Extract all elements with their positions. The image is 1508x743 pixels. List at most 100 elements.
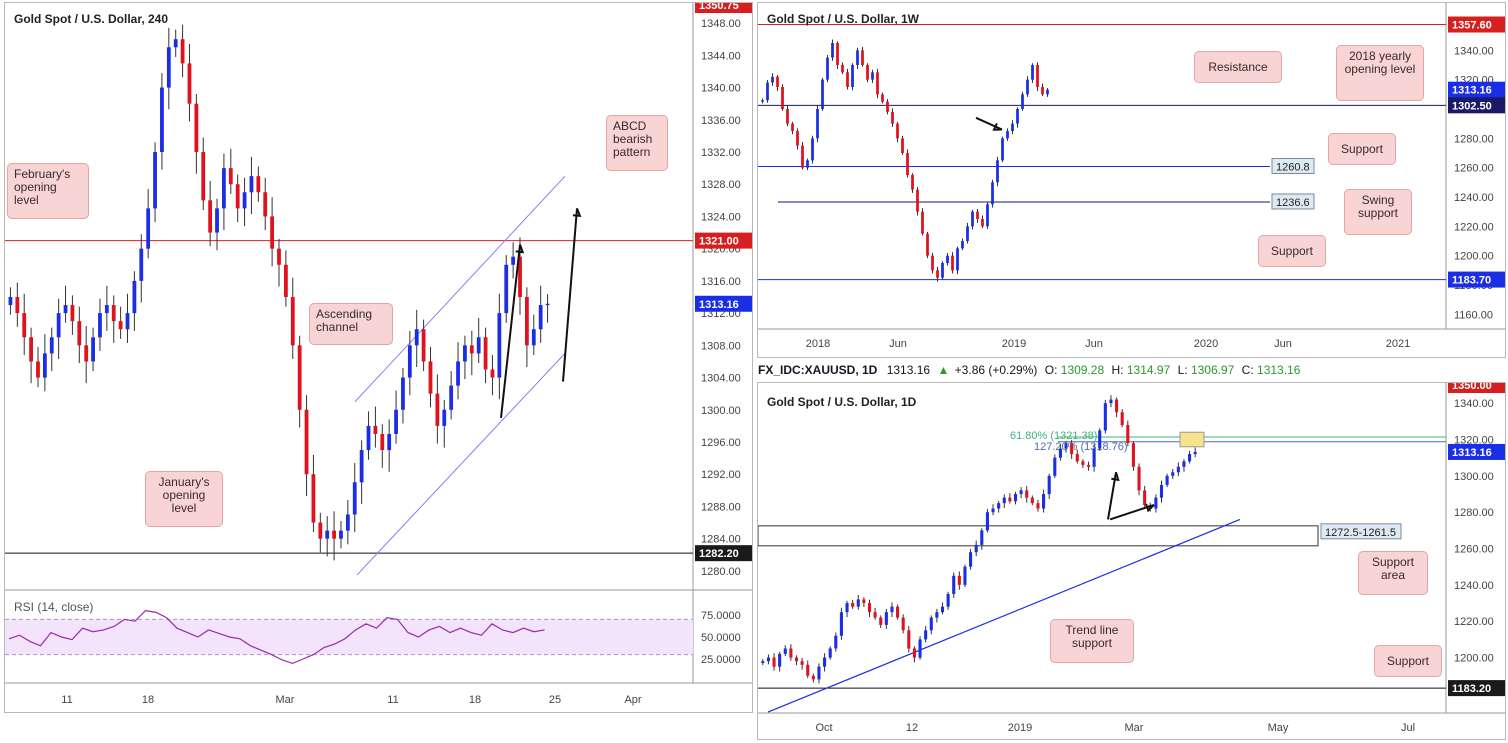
candle-1d-body	[1075, 454, 1079, 462]
candle-1d-body	[912, 648, 916, 658]
candle-1d-body	[766, 657, 770, 662]
candle-1w-body	[916, 189, 919, 212]
candle-4h-body	[91, 337, 95, 362]
price-tick-label: 1300.00	[1454, 471, 1494, 483]
candle-1w-body	[926, 233, 929, 256]
chart-1w-svg: 1340.001320.001300.001280.001260.001240.…	[758, 3, 1505, 350]
candle-4h-body	[339, 530, 343, 539]
candle-4h-body	[304, 409, 309, 475]
candle-1d-body	[1193, 451, 1197, 455]
candle-1d-body	[783, 648, 787, 654]
candle-1d-body	[851, 603, 855, 607]
x-tick-label: 12	[906, 722, 918, 734]
candle-4h-body	[359, 450, 364, 483]
candle-1w-body	[871, 72, 874, 80]
tag-1w-open-bg	[1448, 97, 1505, 114]
candle-1w-body	[1006, 131, 1009, 139]
candle-1d-body	[963, 566, 967, 585]
x-tick-label: May	[1268, 722, 1289, 734]
x-tick-label: 18	[469, 694, 481, 706]
candle-4h-body	[366, 425, 371, 451]
price-tick-label: 1240.00	[1454, 580, 1494, 592]
close-label: C:	[1241, 362, 1254, 377]
candle-4h-body	[345, 514, 350, 531]
note-resistance: Resistance	[1194, 51, 1282, 83]
candle-1w-body	[966, 226, 969, 241]
price-tick-label: 1336.00	[701, 115, 741, 127]
price-tick-label: 1280.00	[701, 566, 741, 578]
x-tick-label: 25	[549, 694, 561, 706]
candle-1d-body	[1143, 490, 1147, 505]
note-feb-opening: February's opening level	[7, 163, 89, 219]
candle-4h-body	[49, 337, 54, 354]
candle-4h-body	[63, 305, 68, 314]
note-trendline: Trend line support	[1050, 619, 1134, 663]
high-value: 1314.97	[1126, 362, 1171, 377]
candle-1w-body	[911, 175, 914, 190]
candle-1d-body	[761, 661, 765, 664]
candle-1d-body	[839, 612, 843, 636]
candle-4h-body	[98, 313, 102, 338]
candle-1d-body	[806, 664, 810, 676]
candle-1d-body	[940, 606, 945, 613]
price-tick-label: 1220.00	[1454, 221, 1494, 233]
candle-1d-body	[828, 648, 832, 658]
rsi-tick-label: 50.0000	[701, 632, 741, 644]
price-tick-label: 1160.00	[1454, 309, 1493, 321]
price-tick-label: 1340.00	[1454, 398, 1494, 410]
candle-1w-body	[1021, 94, 1024, 109]
tag-1d-top-bg	[1448, 383, 1505, 393]
candle-1w-body	[881, 94, 884, 102]
candle-1w-body	[906, 153, 909, 175]
candle-1w-body	[866, 65, 869, 80]
symbol-last: 1313.16	[886, 362, 931, 377]
price-tick-label: 1324.00	[701, 211, 741, 223]
candle-4h-body	[118, 321, 123, 330]
candle-1w-body	[941, 263, 944, 278]
candle-1d-body	[901, 617, 905, 631]
candle-1d-body	[1115, 399, 1119, 413]
candle-4h-body	[463, 345, 467, 362]
candle-1d-body	[772, 657, 776, 667]
candle-1d-body	[1058, 448, 1062, 458]
rsi-band	[5, 619, 693, 655]
candle-1d-body	[873, 612, 877, 618]
candle-1d-body	[879, 617, 883, 625]
candle-1w-body	[971, 211, 974, 227]
note-swing-support: Swing support	[1344, 189, 1412, 235]
candle-1d-body	[1013, 494, 1018, 502]
candle-1d-body	[823, 657, 827, 667]
tag-4h-feb-bg	[695, 232, 752, 249]
chart-1d-svg: 1272.5-1261.5 61.80% (1321.38)127.20% (13…	[758, 383, 1505, 734]
x-tick-label: 18	[142, 694, 154, 706]
candle-4h-body	[228, 168, 233, 185]
candle-4h-body	[407, 345, 412, 378]
candle-4h-body	[483, 337, 488, 370]
price-tick-label: 1260.00	[1454, 163, 1494, 175]
candle-4h-body	[325, 530, 330, 539]
zone-label: 1272.5-1261.5	[1325, 527, 1396, 539]
candle-4h-body	[297, 345, 302, 410]
candle-1d-body	[1154, 497, 1158, 509]
candle-1d-body	[1126, 424, 1130, 444]
candle-4h-body	[387, 433, 392, 451]
chart-1d-title: Gold Spot / U.S. Dollar, 1D	[767, 395, 917, 409]
candle-4h-body	[490, 369, 495, 378]
candle-1d-body	[1188, 454, 1192, 462]
channel-upper	[354, 175, 566, 403]
candle-1d-body	[867, 603, 872, 613]
level-1236-bg	[1271, 193, 1315, 210]
price-tick-label: 1316.00	[701, 276, 741, 288]
candle-1d-body	[952, 575, 956, 594]
daily-arrow-1-head	[1111, 471, 1120, 482]
candle-1d-body	[1092, 448, 1096, 467]
candle-1w-body	[1046, 89, 1049, 95]
candle-1d-body	[1165, 475, 1169, 485]
candle-1w-body	[876, 72, 879, 95]
candle-1d-body	[1002, 497, 1006, 504]
candle-1d-body	[862, 599, 866, 604]
price-tick-label: 1200.00	[1454, 251, 1494, 263]
x-tick-label: Oct	[815, 722, 832, 734]
tag-4h-last: 1313.16	[699, 299, 739, 311]
candle-4h-body	[153, 152, 157, 209]
